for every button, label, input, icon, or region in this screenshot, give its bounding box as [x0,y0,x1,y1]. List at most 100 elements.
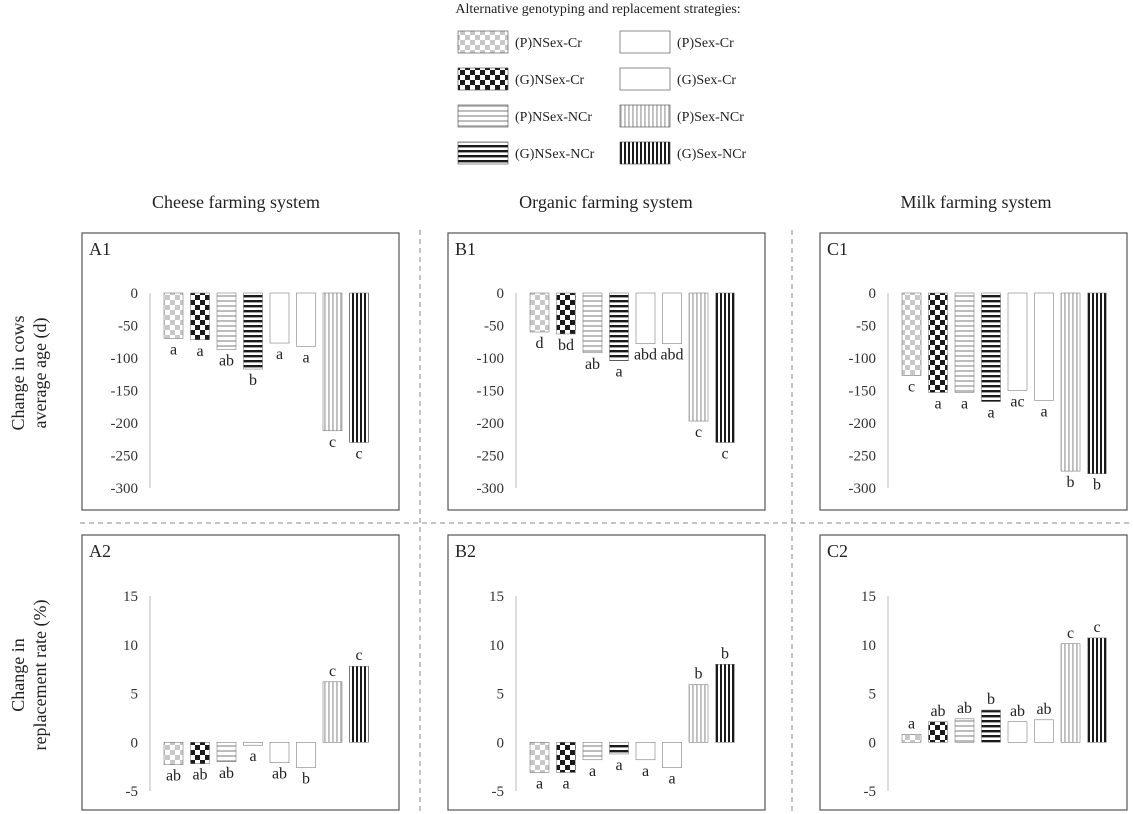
y-tick-label: -200 [849,416,877,432]
y-tick-label: -100 [849,351,877,367]
significance-letter: c [329,663,336,680]
y-tick-label: 0 [497,286,505,302]
significance-letter: a [642,763,649,780]
y-tick-label: -300 [111,481,139,497]
bar-psex-ncr [688,292,709,422]
bar-gsex-cr [662,742,682,768]
legend-label: (P)Sex-NCr [677,110,744,125]
significance-letter: ac [1010,394,1024,411]
y-tick-label: -250 [849,449,877,465]
bar-gnsex-cr [556,742,576,773]
bar-psex-ncr [1060,292,1081,472]
legend-label: (G)NSex-NCr [515,147,595,162]
legend-entry-pnsex-cr: (P)NSex-Cr [457,30,582,54]
row-title-age-line2: average age (d) [30,318,51,429]
significance-letter: ab [1010,703,1025,720]
bar-gsex-ncr [715,664,735,743]
panel-label: C1 [827,239,848,259]
column-title-milk: Milk farming system [901,192,1052,212]
bar-pnsex-cr [529,742,550,773]
significance-letter: a [1040,403,1047,420]
significance-letter: ab [1036,701,1051,718]
y-tick-label: 10 [489,638,504,654]
significance-letter: b [987,691,995,708]
legend-entry-gsex-cr: (G)Sex-Cr [619,67,736,91]
panel-frame [819,534,1128,811]
significance-letter: ab [957,700,972,717]
column-title-organic: Organic farming system [519,192,693,212]
bar-pnsex-cr [163,292,184,339]
row-title-replacement-line2: replacement rate (%) [30,600,51,751]
y-tick-label: 0 [497,735,505,751]
bar-gsex-ncr [1087,292,1107,474]
bar-gsex-cr [1034,719,1054,743]
significance-letter: a [908,715,915,732]
significance-letter: b [1067,474,1075,491]
significance-letter: a [196,343,203,360]
y-tick-label: 5 [497,687,505,703]
significance-letter: ab [166,768,181,785]
bar-pnsex-ncr [582,742,603,761]
significance-letter: a [562,775,569,792]
bar-psex-ncr [322,681,343,743]
y-tick-label: -150 [111,384,139,400]
y-tick-label: -50 [118,319,138,335]
legend-label: (P)NSex-Cr [515,36,582,51]
bar-gnsex-cr [928,721,948,743]
y-tick-label: 5 [869,687,877,703]
legend-swatch [457,141,509,165]
significance-letter: d [536,335,544,352]
bar-psex-cr [635,292,656,344]
bar-psex-ncr [688,684,709,743]
significance-letter: a [961,395,968,412]
legend-swatch [619,67,671,91]
legend-entry-gnsex-cr: (G)NSex-Cr [457,67,585,91]
panel-label: C2 [827,541,848,561]
y-tick-label: -250 [111,449,139,465]
bar-psex-cr [269,742,290,763]
y-tick-label: 15 [861,589,876,605]
legend-swatch [619,104,671,128]
significance-letter: ab [219,353,234,370]
y-tick-label: -200 [111,416,139,432]
legend-label: (P)Sex-Cr [677,36,734,51]
significance-letter: c [908,379,915,396]
row-title-replacement: Change in replacement rate (%) [8,600,51,751]
significance-letter: c [1093,619,1100,636]
significance-letter: bd [558,337,574,354]
y-tick-label: -5 [864,784,877,800]
bar-pnsex-ncr [582,292,603,354]
legend-swatch [457,30,509,54]
bar-psex-cr [1007,721,1028,743]
legend-entry-psex-ncr: (P)Sex-NCr [619,104,744,128]
y-tick-label: 15 [123,589,138,605]
panel-label: B2 [455,541,476,561]
y-tick-label: 10 [861,638,876,654]
bar-psex-cr [269,292,290,344]
y-tick-label: 10 [123,638,138,654]
significance-letter: ab [192,767,207,784]
bar-gnsex-cr [928,292,948,393]
y-tick-label: 0 [869,735,877,751]
y-tick-label: -300 [849,481,877,497]
legend-swatch [457,104,509,128]
significance-letter: a [536,775,543,792]
significance-letter: b [249,372,257,389]
bar-pnsex-ncr [954,718,975,743]
bar-gnsex-cr [190,292,210,341]
y-tick-label: 0 [131,286,139,302]
significance-letter: a [170,342,177,359]
significance-letter: a [668,771,675,788]
significance-letter: a [615,364,622,381]
y-tick-label: -5 [126,784,139,800]
bar-pnsex-cr [529,292,550,333]
significance-letter: ab [930,703,945,720]
bar-gsex-cr [662,292,682,344]
bar-gnsex-ncr [609,742,629,755]
